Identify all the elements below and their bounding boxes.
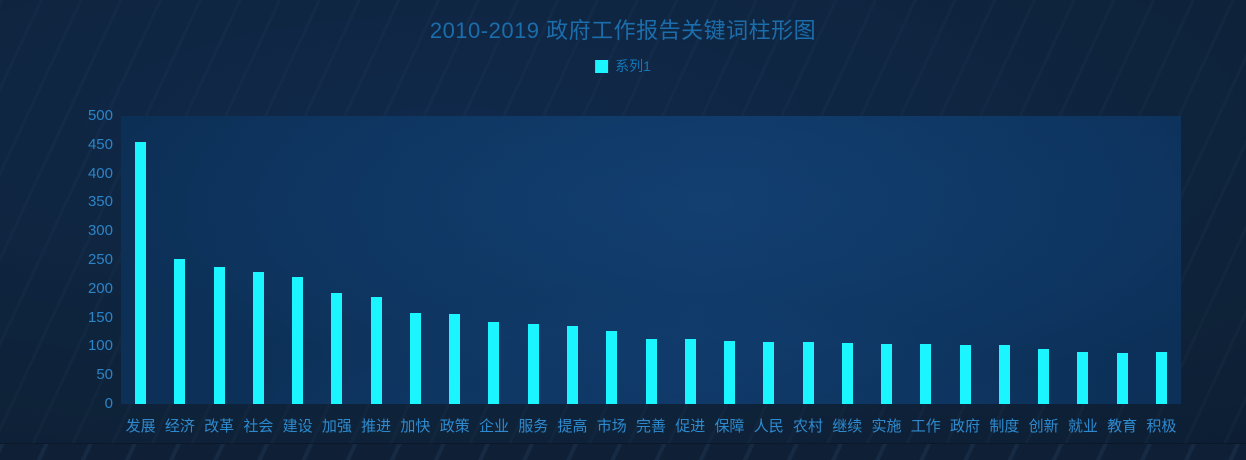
x-axis-label-加快: 加快 bbox=[400, 418, 431, 435]
bar-提高[interactable] bbox=[566, 326, 578, 404]
x-axis-label-实施: 实施 bbox=[871, 418, 902, 435]
bar-推进[interactable] bbox=[370, 297, 382, 404]
x-axis-label-发展: 发展 bbox=[125, 418, 156, 435]
x-axis-label-积极: 积极 bbox=[1146, 418, 1177, 435]
y-axis-tick-label: 100 bbox=[87, 337, 113, 355]
y-axis-tick-label: 300 bbox=[87, 222, 113, 240]
y-axis: 0 50 100 150 200 250 300 350 400 450 500 bbox=[0, 107, 113, 412]
bar-积极[interactable] bbox=[1155, 352, 1167, 404]
x-axis-label-加强: 加强 bbox=[321, 418, 352, 435]
x-axis-label-继续: 继续 bbox=[832, 418, 863, 435]
bar-服务[interactable] bbox=[527, 324, 539, 404]
x-axis-label-建设: 建设 bbox=[282, 418, 313, 435]
bar-社会[interactable] bbox=[252, 272, 264, 404]
bar-人民[interactable] bbox=[763, 342, 775, 404]
y-axis-tick-label: 150 bbox=[87, 308, 113, 326]
x-axis-label-推进: 推进 bbox=[361, 418, 392, 435]
x-axis-label-完善: 完善 bbox=[635, 418, 667, 435]
y-axis-tick-label: 0 bbox=[104, 395, 113, 412]
bar-工作[interactable] bbox=[920, 344, 932, 404]
chart-title: 2010-2019 政府工作报告关键词柱形图 bbox=[429, 18, 817, 43]
x-axis-label-工作: 工作 bbox=[910, 418, 941, 435]
bar-制度[interactable] bbox=[998, 345, 1010, 404]
x-axis-label-政府: 政府 bbox=[950, 418, 981, 435]
y-axis-tick-label: 50 bbox=[96, 366, 113, 384]
bar-完善[interactable] bbox=[645, 339, 657, 404]
plot-area bbox=[121, 116, 1181, 404]
y-axis-tick-label: 400 bbox=[87, 164, 113, 182]
x-axis-label-制度: 制度 bbox=[989, 418, 1020, 435]
x-axis-label-提高: 提高 bbox=[557, 418, 588, 435]
y-axis-tick-label: 450 bbox=[87, 135, 113, 153]
bar-继续[interactable] bbox=[841, 343, 853, 404]
bar-政策[interactable] bbox=[449, 314, 461, 404]
x-axis-label-市场: 市场 bbox=[596, 418, 627, 435]
bar-促进[interactable] bbox=[684, 339, 696, 404]
x-axis-label-社会: 社会 bbox=[243, 418, 274, 435]
bar-教育[interactable] bbox=[1116, 353, 1128, 404]
x-axis-label-教育: 教育 bbox=[1107, 418, 1138, 435]
x-axis-label-促进: 促进 bbox=[675, 418, 706, 435]
x-axis-label-就业: 就业 bbox=[1067, 418, 1098, 435]
bar-改革[interactable] bbox=[213, 267, 225, 404]
bar-农村[interactable] bbox=[802, 342, 814, 404]
x-axis-label-保障: 保障 bbox=[714, 418, 745, 435]
legend-square-icon bbox=[595, 59, 609, 73]
legend-item-series1[interactable]: 系列1 bbox=[595, 56, 651, 76]
x-axis: 发展 经济 改革 社会 建设 加强 推进 加快 政策 企业 服务 提高 市场 完善 促进 保障 人民 农村 继续 实施… bbox=[121, 404, 1181, 440]
legend-series-label: 系列1 bbox=[615, 58, 651, 74]
y-axis-tick-label: 250 bbox=[87, 251, 113, 268]
x-axis-label-农村: 农村 bbox=[793, 418, 824, 435]
x-axis-label-人民: 人民 bbox=[753, 418, 784, 435]
bar-实施[interactable] bbox=[881, 344, 893, 404]
bar-发展[interactable] bbox=[135, 142, 147, 404]
bottom-decor-band bbox=[0, 444, 1246, 460]
bar-经济[interactable] bbox=[174, 259, 186, 404]
x-axis-label-改革: 改革 bbox=[204, 418, 235, 435]
x-axis-label-创新: 创新 bbox=[1028, 418, 1059, 435]
x-axis-label-政策: 政策 bbox=[439, 418, 470, 435]
y-axis-tick-label: 350 bbox=[87, 193, 113, 211]
x-axis-label-企业: 企业 bbox=[478, 418, 509, 435]
bar-保障[interactable] bbox=[724, 341, 736, 404]
bar-加强[interactable] bbox=[331, 293, 343, 404]
x-axis-label-经济: 经济 bbox=[164, 418, 195, 435]
bar-创新[interactable] bbox=[1038, 349, 1050, 404]
bar-市场[interactable] bbox=[606, 331, 618, 404]
bar-建设[interactable] bbox=[292, 277, 304, 404]
bar-政府[interactable] bbox=[959, 345, 971, 404]
bar-企业[interactable] bbox=[488, 322, 500, 404]
bar-就业[interactable] bbox=[1077, 352, 1089, 404]
y-axis-tick-label: 200 bbox=[87, 279, 113, 297]
y-axis-tick-label: 500 bbox=[87, 107, 113, 124]
x-axis-label-服务: 服务 bbox=[518, 418, 549, 435]
bar-加快[interactable] bbox=[409, 313, 421, 404]
